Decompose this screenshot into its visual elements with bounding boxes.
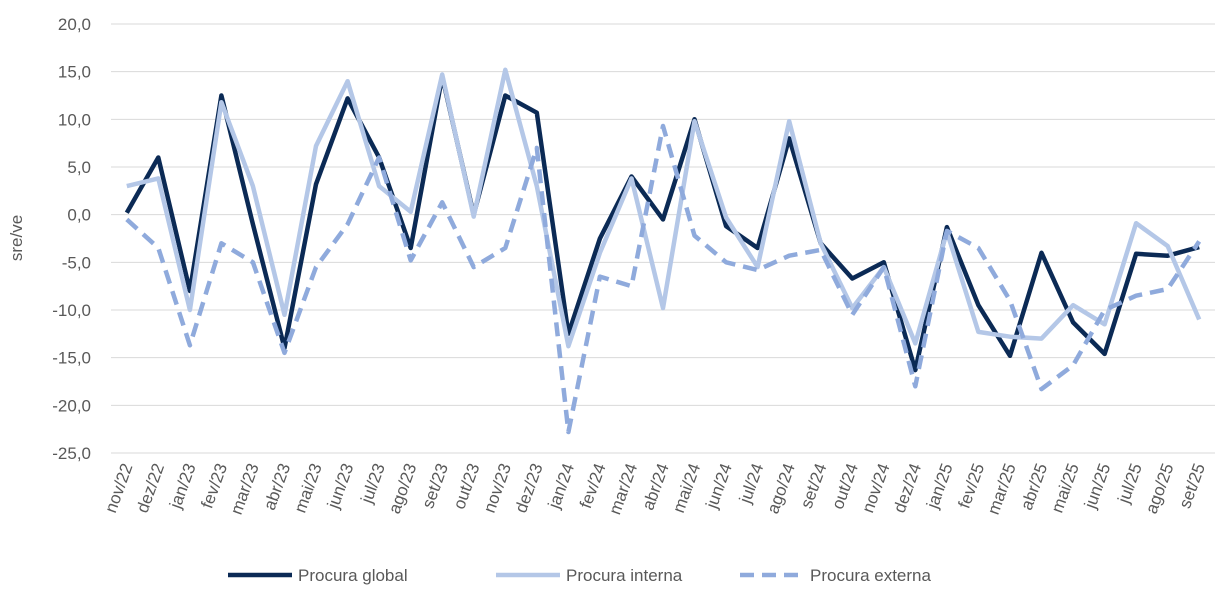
x-tick-label: out/24 [828,461,862,512]
x-tick-label: dez/24 [890,461,925,515]
x-tick-label: nov/22 [101,461,136,515]
x-tick-label: jan/23 [166,461,200,512]
legend-label: Procura externa [810,566,931,585]
x-tick-label: set/24 [797,461,831,511]
y-tick-label: -20,0 [52,396,91,415]
series-line [124,74,1200,373]
x-tick-label: set/23 [418,461,452,511]
x-tick-label: ago/25 [1142,461,1178,516]
x-tick-label: mai/25 [1048,461,1083,515]
x-tick-label: fev/23 [197,461,231,511]
x-tick-label: out/23 [449,461,483,512]
x-tick-label: jan/25 [923,461,957,512]
y-tick-label: -15,0 [52,349,91,368]
legend-label: Procura interna [566,566,683,585]
x-tick-label: fev/25 [954,461,988,511]
y-tick-label: 20,0 [58,15,91,34]
x-tick-label: mar/25 [984,461,1020,517]
x-tick-label: abr/23 [260,461,294,513]
x-tick-label: mar/23 [227,461,263,517]
y-tick-label: 15,0 [58,63,91,82]
x-tick-label: jan/24 [544,461,578,512]
y-tick-label: -25,0 [52,444,91,463]
y-axis-label: sre/ve [7,215,26,261]
y-tick-label: 5,0 [67,158,91,177]
y-tick-label: -10,0 [52,301,91,320]
x-tick-label: abr/24 [638,461,672,513]
x-tick-label: dez/22 [133,461,168,515]
x-tick-label: jun/23 [323,461,357,512]
x-tick-label: nov/24 [858,461,893,515]
x-tick-label: jun/24 [702,461,736,512]
x-tick-label: ago/24 [763,461,799,516]
x-tick-label: mar/24 [605,461,641,517]
x-tick-label: jul/25 [1114,461,1146,507]
y-tick-label: 10,0 [58,110,91,129]
legend-label: Procura global [298,566,408,585]
series-line [126,67,1202,349]
x-tick-label: jun/25 [1080,461,1114,512]
x-tick-label: nov/23 [480,461,515,515]
y-tick-label: -5,0 [62,253,91,272]
x-tick-label: mai/23 [290,461,325,515]
x-tick-label: dez/23 [511,461,546,515]
x-tick-label: fev/24 [576,461,610,511]
x-tick-label: jul/23 [357,461,389,507]
y-tick-label: 0,0 [67,206,91,225]
x-tick-label: mai/24 [669,461,704,515]
x-tick-label: ago/23 [385,461,421,516]
series-line [125,123,1202,435]
x-tick-label: set/25 [1175,461,1209,511]
x-tick-label: jul/24 [735,461,767,507]
x-tick-label: abr/25 [1017,461,1051,513]
